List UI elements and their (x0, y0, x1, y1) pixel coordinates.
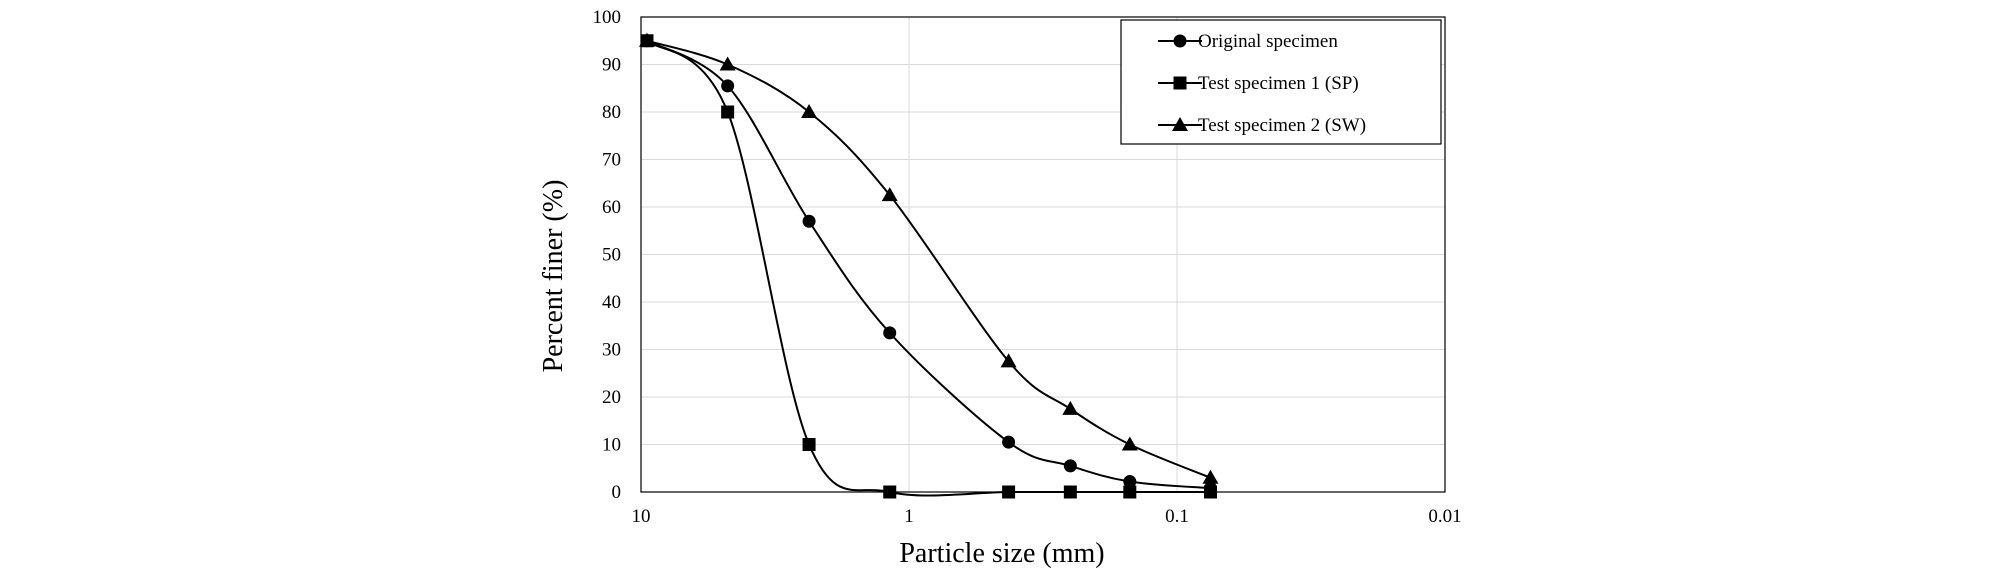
data-point-square (883, 485, 897, 499)
y-tick-label: 70 (602, 150, 621, 171)
x-tick-label: 1 (904, 506, 914, 527)
data-point-triangle (881, 187, 898, 202)
y-tick-label: 40 (602, 292, 621, 313)
legend-item: Original specimen (1158, 31, 1338, 52)
y-tick-label: 100 (593, 7, 622, 28)
y-tick-label: 80 (602, 102, 621, 123)
data-point-triangle (1202, 469, 1219, 484)
data-point-circle (1123, 475, 1137, 489)
data-point-square (721, 105, 735, 119)
data-point-triangle (1172, 117, 1188, 131)
data-point-square (802, 438, 816, 451)
data-point-triangle (801, 104, 818, 118)
x-tick-label: 10 (632, 506, 651, 527)
series-group (638, 32, 1219, 499)
legend-label: Test specimen 2 (SW) (1198, 115, 1366, 136)
y-tick-label: 20 (602, 387, 621, 408)
series-line (646, 39, 1211, 479)
data-point-circle (1173, 34, 1187, 48)
y-axis-title: Percent finer (%) (538, 180, 569, 373)
legend-label: Test specimen 1 (SP) (1198, 73, 1359, 94)
data-point-square (1063, 485, 1077, 499)
legend-label: Original specimen (1198, 31, 1338, 52)
data-point-circle (1063, 459, 1077, 473)
data-point-circle (721, 79, 735, 93)
legend-item: Test specimen 1 (SP) (1158, 73, 1359, 94)
y-tick-label: 0 (612, 482, 622, 503)
x-tick-label: 0.01 (1428, 506, 1461, 527)
x-tick-label: 0.1 (1165, 506, 1189, 527)
data-point-square (1173, 76, 1187, 90)
y-tick-label: 50 (602, 245, 621, 266)
data-point-square (1203, 485, 1217, 499)
legend: Original specimen Test specimen 1 (SP) Tes… (1120, 19, 1442, 145)
series-line (646, 39, 1211, 490)
legend-item: Test specimen 2 (SW) (1158, 115, 1366, 136)
y-tick-label: 60 (602, 197, 621, 218)
y-tick-label: 30 (602, 340, 621, 361)
y-tick-labels: 0 10 20 30 40 50 60 70 80 90 100 (593, 7, 622, 503)
data-point-circle (802, 214, 816, 228)
data-point-triangle (719, 56, 736, 71)
y-tick-label: 10 (602, 435, 621, 456)
data-point-triangle (1121, 436, 1138, 451)
y-tick-label: 90 (602, 55, 621, 76)
data-point-triangle (1000, 353, 1017, 368)
data-point-circle (1002, 435, 1016, 449)
x-tick-labels: 10 1 0.1 0.01 (632, 506, 1462, 527)
x-axis-title: Particle size (mm) (899, 538, 1104, 569)
data-point-square (1002, 485, 1016, 499)
data-point-triangle (1062, 400, 1079, 415)
data-point-circle (883, 326, 897, 340)
series-triangle (638, 32, 1219, 484)
data-point-square (1123, 485, 1137, 499)
data-point-triangle (638, 32, 655, 47)
